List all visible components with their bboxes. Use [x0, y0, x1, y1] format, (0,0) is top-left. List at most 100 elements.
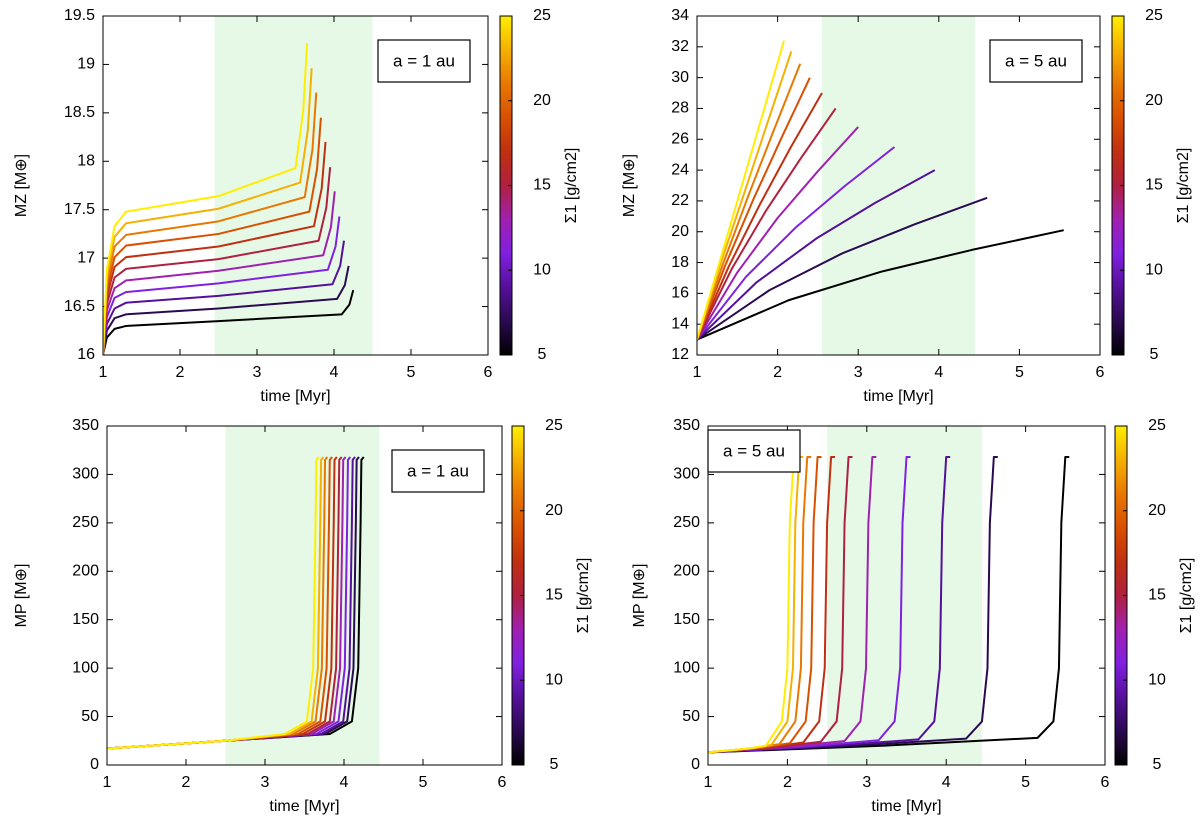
curve — [708, 455, 877, 754]
curve — [103, 92, 318, 355]
x-axis-label: time [Myr] — [260, 388, 330, 405]
x-tick-label: 1 — [704, 774, 713, 791]
curve — [697, 146, 896, 341]
curve — [697, 77, 811, 340]
curves — [103, 43, 355, 355]
colorbar-tick-label: 20 — [1148, 502, 1166, 519]
x-axis-label: time [Myr] — [871, 798, 941, 815]
x-tick-label: 6 — [498, 774, 507, 791]
y-tick-label: 350 — [673, 417, 700, 434]
x-tick-label: 5 — [1021, 774, 1030, 791]
y-tick-label: 16 — [77, 346, 95, 363]
colorbar-tick-label: 25 — [545, 417, 563, 434]
y-axis-label: MZ [M⊕] — [621, 154, 638, 217]
y-tick-label: 19 — [77, 56, 95, 73]
y-tick-label: 250 — [72, 514, 99, 531]
colorbar-label: Σ1 [g/cm2] — [1175, 148, 1192, 224]
colorbar-tick-label: 25 — [533, 7, 551, 24]
curve — [708, 455, 798, 754]
x-tick-label: 5 — [1015, 364, 1024, 381]
x-tick-label: 3 — [253, 364, 262, 381]
y-axis-label: MP [M⊕] — [13, 564, 30, 628]
curve — [103, 191, 336, 355]
x-tick-label: 2 — [773, 364, 782, 381]
colorbar-tick-label: 20 — [533, 92, 551, 109]
curve — [697, 92, 823, 340]
curve — [103, 216, 341, 355]
x-tick-label: 6 — [1101, 774, 1110, 791]
y-tick-label: 20 — [671, 223, 689, 240]
y-tick-label: 32 — [671, 38, 689, 55]
y-tick-label: 17 — [77, 249, 95, 266]
y-tick-label: 200 — [673, 563, 700, 580]
x-tick-label: 5 — [407, 364, 416, 381]
x-tick-label: 2 — [783, 774, 792, 791]
colorbar-tick-label: 20 — [1145, 92, 1163, 109]
plot-frame — [696, 15, 1101, 356]
x-tick-label: 4 — [330, 364, 339, 381]
curve — [103, 68, 313, 355]
colorbar-tick-label: 25 — [1145, 7, 1163, 24]
y-tick-label: 250 — [673, 514, 700, 531]
plot-frame — [106, 425, 503, 766]
curve — [697, 126, 859, 341]
y-tick-label: 34 — [671, 7, 689, 24]
y-tick-label: 18.5 — [64, 104, 95, 121]
colorbar-tick-label: 10 — [1145, 261, 1163, 278]
y-tick-label: 30 — [671, 69, 689, 86]
y-tick-label: 300 — [673, 466, 700, 483]
curve — [697, 40, 786, 340]
x-tick-label: 4 — [942, 774, 951, 791]
colorbar-tick-label: 15 — [1145, 177, 1163, 194]
x-tick-label: 5 — [419, 774, 428, 791]
y-axis-label: MP [M⊕] — [631, 564, 648, 628]
annotation: a = 5 au — [723, 441, 785, 460]
curve — [708, 455, 836, 754]
y-tick-label: 14 — [671, 315, 689, 332]
annotation: a = 5 au — [1005, 51, 1067, 70]
y-tick-label: 0 — [90, 756, 99, 773]
shaded-band — [821, 16, 976, 355]
curve — [697, 63, 802, 340]
annotation-box — [707, 429, 801, 473]
curve — [708, 455, 911, 754]
colorbar-tick-label: 5 — [538, 346, 547, 363]
colorbar-tick-label: 15 — [533, 177, 551, 194]
y-tick-label: 100 — [673, 659, 700, 676]
x-tick-label: 6 — [484, 364, 493, 381]
y-tick-label: 17.5 — [64, 201, 95, 218]
curve — [697, 169, 936, 341]
y-tick-label: 26 — [671, 130, 689, 147]
x-tick-label: 3 — [862, 774, 871, 791]
colorbar-tick-label: 5 — [1150, 346, 1159, 363]
y-tick-label: 18 — [671, 254, 689, 271]
curve — [103, 240, 345, 355]
curve — [697, 229, 1064, 341]
x-tick-label: 6 — [1096, 364, 1105, 381]
curves — [697, 40, 1064, 341]
y-tick-label: 100 — [72, 659, 99, 676]
y-tick-label: 16.5 — [64, 298, 95, 315]
y-tick-label: 24 — [671, 161, 689, 178]
y-axis-label: MZ [M⊕] — [13, 154, 30, 217]
curve — [708, 455, 998, 754]
y-tick-label: 12 — [671, 346, 689, 363]
annotation-box — [377, 39, 471, 83]
plot-frame — [102, 15, 489, 356]
y-tick-label: 300 — [72, 466, 99, 483]
colorbar-label: Σ1 [g/cm2] — [575, 558, 592, 634]
colorbar-tick-label: 10 — [1148, 671, 1166, 688]
colorbar-tick-label: 15 — [545, 587, 563, 604]
y-tick-label: 18 — [77, 153, 95, 170]
x-tick-label: 1 — [103, 774, 112, 791]
x-tick-label: 4 — [340, 774, 349, 791]
colorbar-tick-label: 15 — [1148, 587, 1166, 604]
y-tick-label: 50 — [682, 708, 700, 725]
y-tick-label: 28 — [671, 100, 689, 117]
x-axis-label: time [Myr] — [863, 388, 933, 405]
curve — [708, 455, 1070, 754]
y-tick-label: 200 — [72, 563, 99, 580]
y-tick-label: 150 — [72, 611, 99, 628]
y-tick-label: 0 — [691, 756, 700, 773]
y-tick-label: 350 — [72, 417, 99, 434]
